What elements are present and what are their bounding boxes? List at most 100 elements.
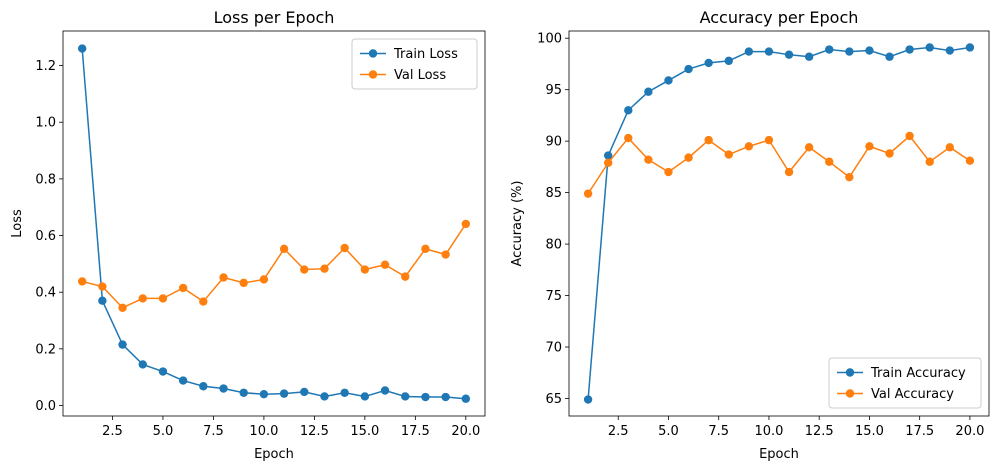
data-point-train [158,367,168,376]
legend-label-train: Train Loss [393,47,458,62]
data-point-val [764,135,774,145]
data-point-train [320,392,329,401]
x-tick-label: 12.5 [300,424,329,439]
y-tick-label: 95 [545,83,562,98]
y-axis-label: Loss [10,209,25,238]
x-tick-label: 20.0 [955,424,984,439]
y-tick-label: 0.0 [35,399,56,414]
chart-title: Loss per Epoch [214,8,335,27]
data-point-val [239,278,248,288]
x-tick-label: 7.5 [708,424,729,439]
x-tick-label: 7.5 [203,424,224,439]
data-point-val [158,294,168,303]
data-point-train [905,45,914,54]
data-point-train [421,392,430,402]
data-point-val [300,265,309,274]
data-point-val [945,143,955,152]
data-point-train [624,106,633,115]
y-tick-label: 1.2 [35,59,56,74]
x-tick-label: 15.0 [855,424,884,439]
data-point-train [744,47,754,56]
data-point-train [461,394,471,403]
x-tick-label: 10.0 [249,424,278,439]
data-point-train [279,389,289,398]
data-point-train [784,50,794,59]
legend: Train Accuracy Val Accuracy [828,357,982,409]
series-line-train [81,48,466,400]
data-point-train [219,384,228,393]
legend-label-train: Train Accuracy [870,366,966,381]
data-point-train [684,64,693,74]
data-point-val [360,265,370,274]
data-point-val [804,143,814,152]
data-point-train [724,56,733,66]
data-point-train [704,58,713,68]
data-point-train [441,392,450,402]
data-point-train [825,45,834,54]
data-point-train [239,388,248,397]
y-tick-label: 85 [545,186,562,201]
legend-marker-train [368,49,378,58]
x-tick-label: 12.5 [805,424,834,439]
data-point-val [320,264,329,273]
y-tick-label: 70 [545,341,562,356]
legend-marker-val [368,70,378,79]
data-point-train [603,151,613,160]
data-point-val [865,142,874,151]
series-line-val [587,134,971,195]
data-point-train [965,43,975,52]
y-tick-label: 65 [545,392,562,407]
legend-label-val: Val Loss [394,68,446,83]
x-tick-label: 15.0 [350,424,379,439]
data-point-val [744,142,754,151]
data-point-val [98,282,107,291]
data-point-train [138,360,147,369]
y-tick-label: 0.6 [35,229,56,244]
x-tick-label: 2.5 [102,424,123,439]
data-point-train [925,43,934,52]
legend: Train Loss Val Loss [351,38,478,90]
data-point-val [340,243,349,253]
data-point-val [77,277,87,286]
data-point-val [178,283,188,293]
data-point-val [118,303,127,312]
y-tick-label: 100 [537,32,562,47]
chart-title: Accuracy per Epoch [700,8,859,27]
data-point-val [825,157,834,166]
data-point-val [421,244,430,254]
data-point-train [804,52,814,61]
y-tick-label: 1.0 [35,116,56,131]
data-point-train [845,47,854,56]
y-axis-label: Accuracy (%) [510,181,525,267]
y-tick-label: 90 [545,135,562,150]
data-point-val [259,275,269,284]
data-point-train [340,388,349,397]
data-point-val [845,172,854,182]
accuracy-chart: Accuracy per Epoch 2.5 5.0 7.5 10.0 12.5 15.0 1… [510,8,990,462]
legend-marker-val [845,389,855,398]
data-point-val [885,149,894,158]
series-line-train [587,46,971,400]
data-point-val [644,155,653,164]
data-point-val [461,219,471,229]
plot-frame [62,30,486,417]
data-point-train [401,392,410,401]
plot-frame [568,30,990,417]
data-point-train [118,340,127,349]
data-point-val [603,158,613,167]
data-point-train [764,47,774,56]
data-point-train [583,395,593,404]
data-point-val [401,272,410,281]
data-point-val [664,167,673,177]
data-point-train [380,386,390,395]
data-point-train [199,382,208,391]
data-point-val [684,153,693,162]
x-tick-label: 10.0 [754,424,783,439]
data-point-val [925,157,934,166]
data-point-val [704,135,713,145]
legend-box [351,38,478,90]
data-point-train [360,392,370,401]
y-tick-label: 0.2 [35,342,56,357]
data-point-val [199,297,208,306]
y-tick-label: 0.8 [35,172,56,187]
